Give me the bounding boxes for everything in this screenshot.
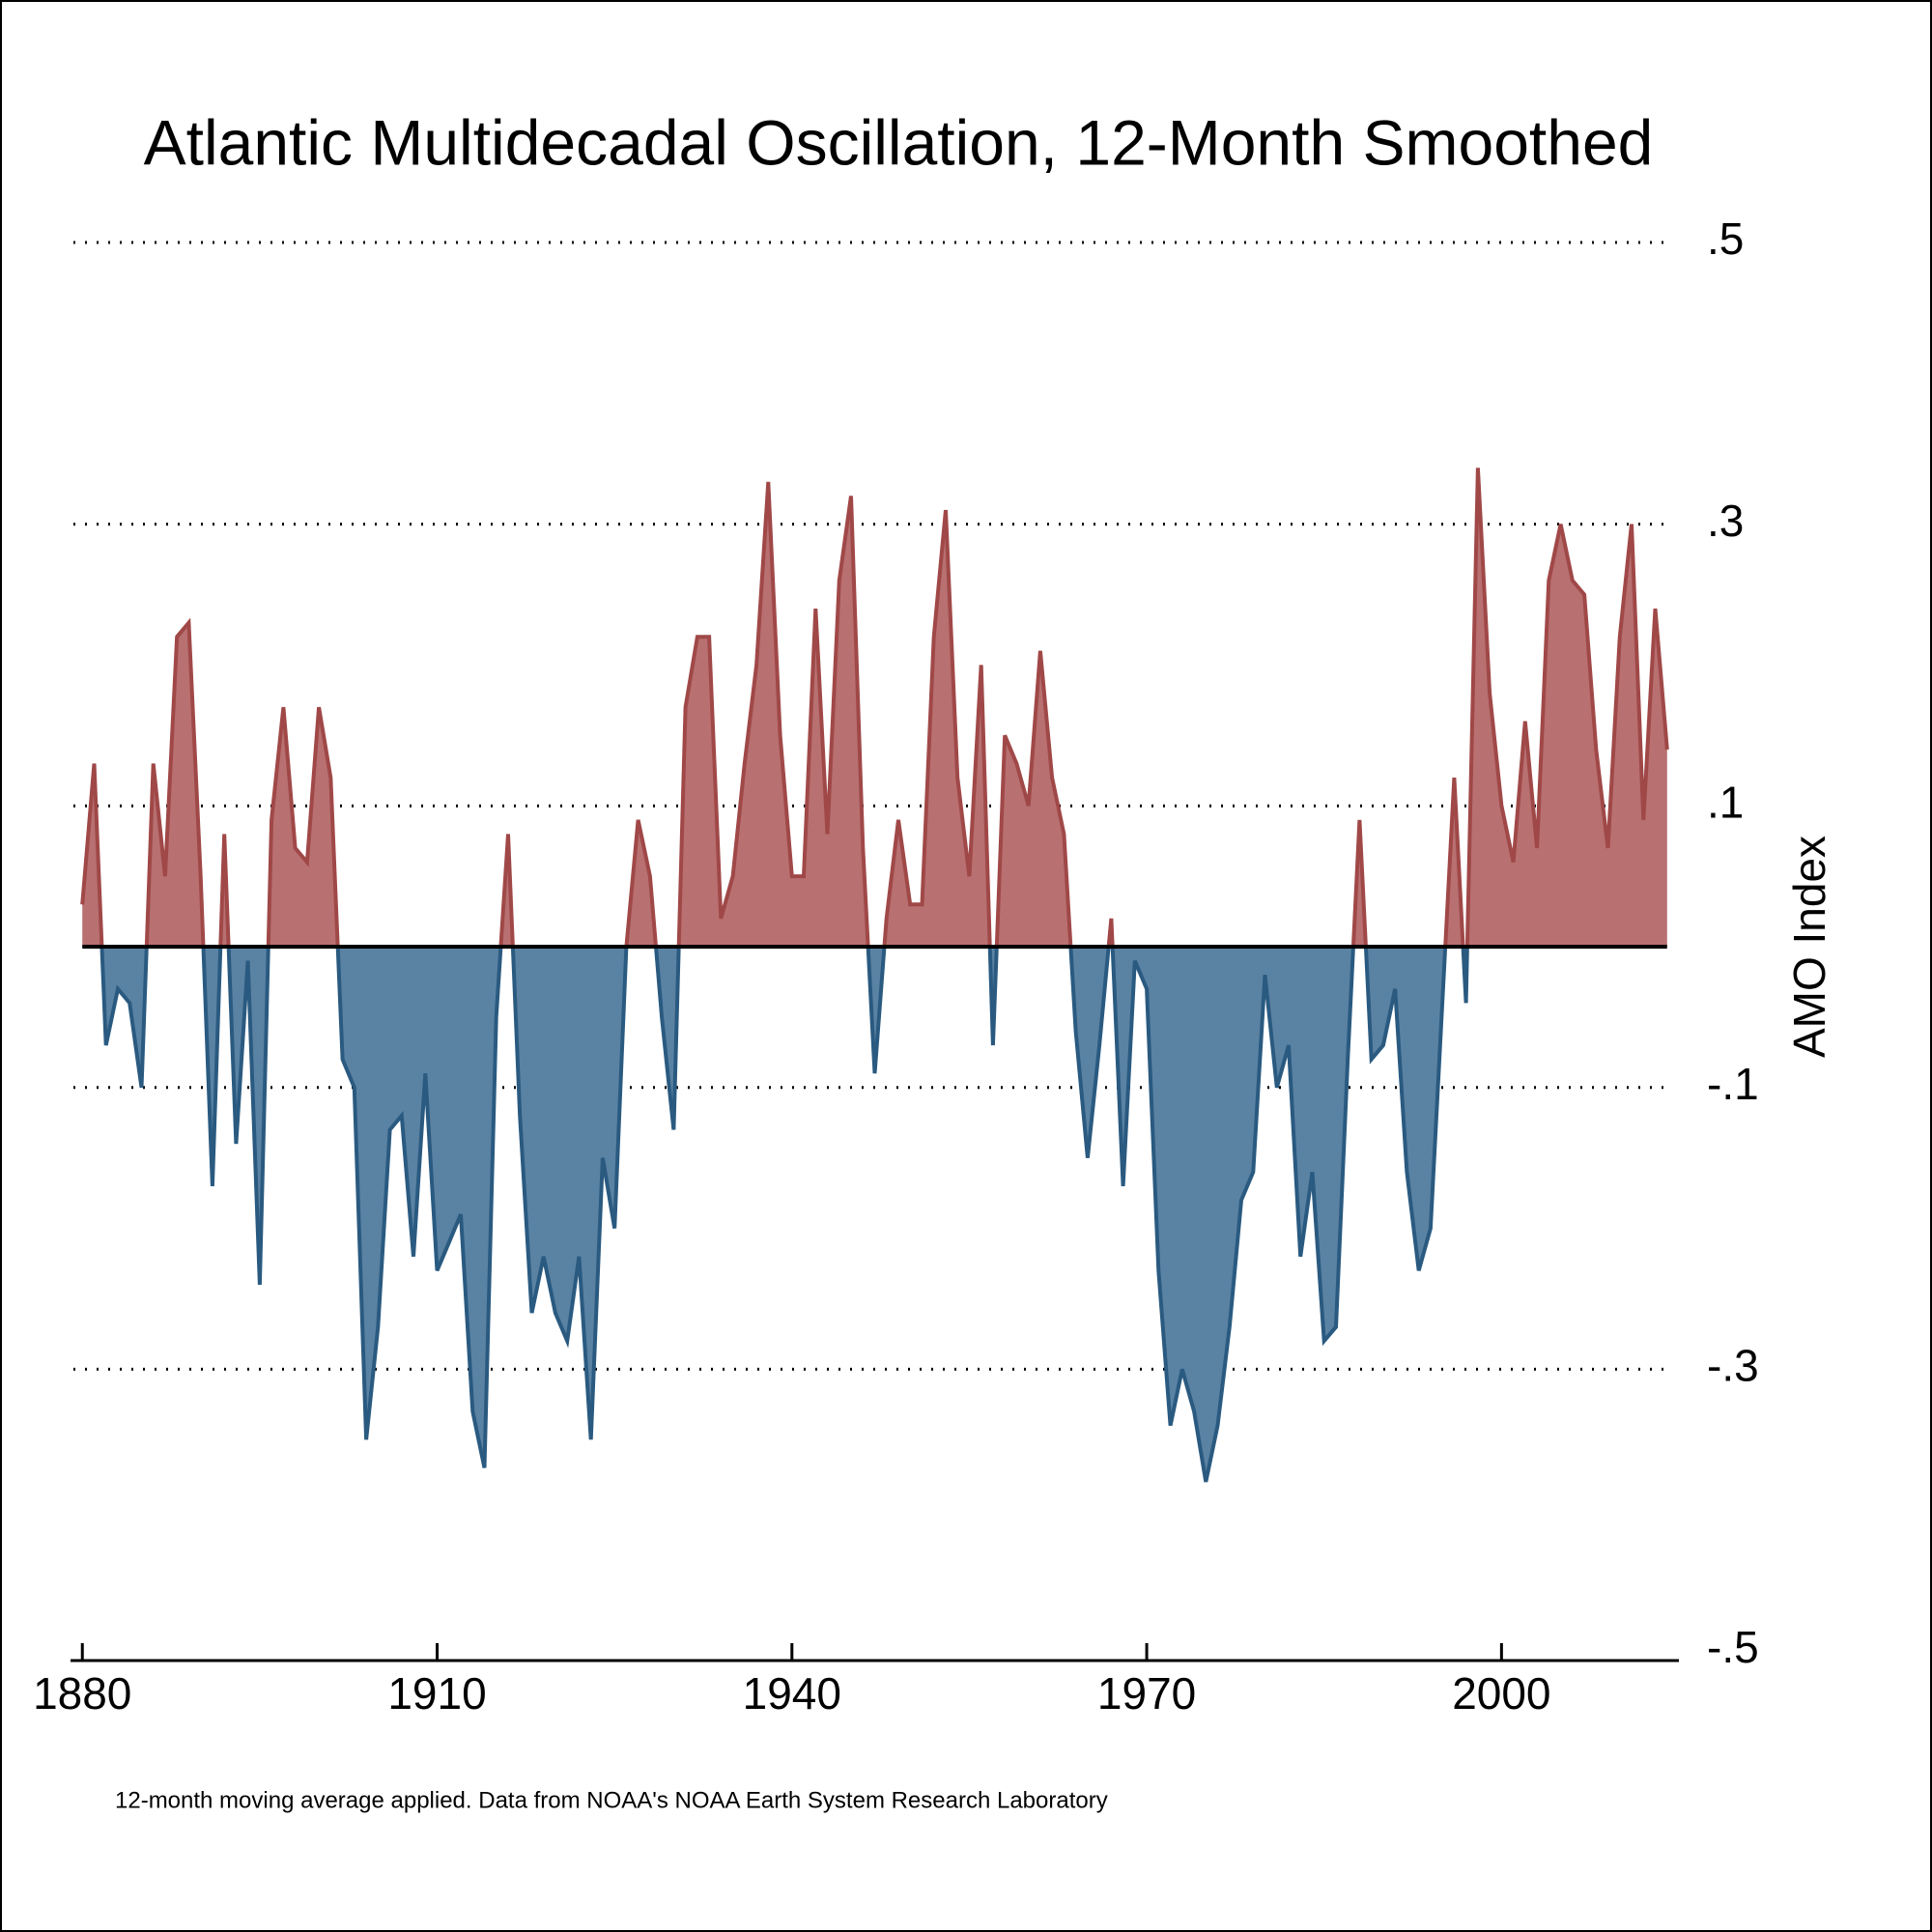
- area-positive: [82, 468, 1667, 947]
- y-axis-label: AMO Index: [1784, 836, 1834, 1058]
- x-tick-label: 1910: [387, 1668, 486, 1719]
- chart-title: Atlantic Multidecadal Oscillation, 12-Mo…: [144, 106, 1654, 178]
- y-tick-label: .5: [1707, 213, 1744, 264]
- y-tick-label: -.3: [1707, 1341, 1759, 1391]
- line-negative: [99, 947, 1469, 1483]
- x-tick-label: 1880: [33, 1668, 131, 1719]
- x-tick-label: 2000: [1452, 1668, 1550, 1719]
- footnote: 12-month moving average applied. Data fr…: [115, 1787, 1108, 1813]
- x-tick-label: 1940: [743, 1668, 841, 1719]
- x-tick-label: 1970: [1097, 1668, 1196, 1719]
- area-negative: [82, 947, 1667, 1482]
- y-tick-label: -.5: [1707, 1622, 1759, 1672]
- y-tick-label: -.1: [1707, 1059, 1759, 1109]
- y-tick-label: .1: [1707, 777, 1744, 827]
- y-tick-label: .3: [1707, 496, 1744, 546]
